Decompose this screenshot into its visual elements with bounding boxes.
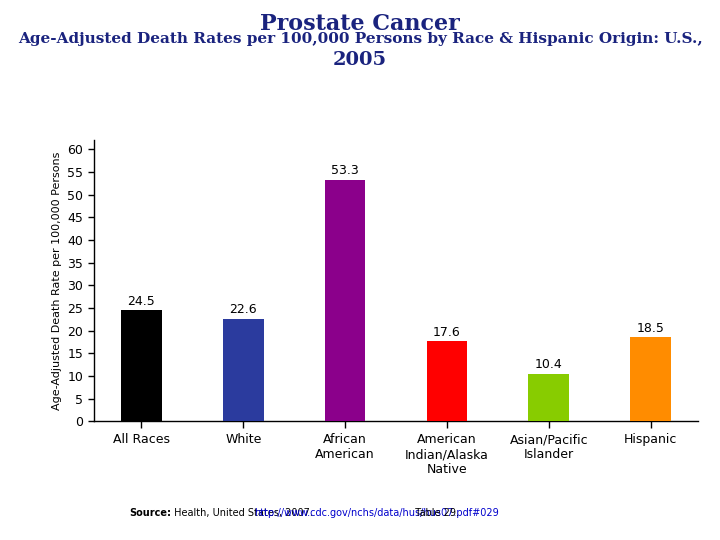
Text: Health, United States, 2007.: Health, United States, 2007. <box>171 508 316 518</box>
Text: 22.6: 22.6 <box>230 303 257 316</box>
Bar <box>528 374 569 421</box>
Text: 10.4: 10.4 <box>535 359 562 372</box>
Bar <box>325 180 366 421</box>
Text: 18.5: 18.5 <box>636 322 665 335</box>
Text: 53.3: 53.3 <box>331 164 359 177</box>
Y-axis label: Age-Adjusted Death Rate per 100,000 Persons: Age-Adjusted Death Rate per 100,000 Pers… <box>52 152 62 410</box>
Text: Prostate Cancer: Prostate Cancer <box>260 14 460 36</box>
Text: Source:: Source: <box>130 508 171 518</box>
Bar <box>426 341 467 421</box>
Text: http://www.cdc.gov/nchs/data/hus/hus07.pdf#029: http://www.cdc.gov/nchs/data/hus/hus07.p… <box>254 508 499 518</box>
Bar <box>223 319 264 421</box>
Text: Table 29.: Table 29. <box>409 508 459 518</box>
Text: 24.5: 24.5 <box>127 294 156 307</box>
Bar <box>630 338 671 421</box>
Bar <box>121 310 162 421</box>
Text: Age-Adjusted Death Rates per 100,000 Persons by Race & Hispanic Origin: U.S.,: Age-Adjusted Death Rates per 100,000 Per… <box>17 32 703 46</box>
Text: 2005: 2005 <box>333 51 387 69</box>
Text: 17.6: 17.6 <box>433 326 461 339</box>
